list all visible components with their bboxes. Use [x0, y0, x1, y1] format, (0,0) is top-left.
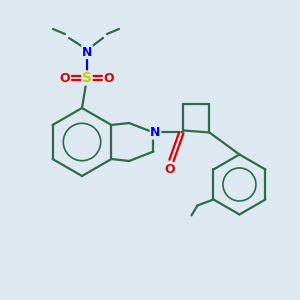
- Text: O: O: [60, 71, 70, 85]
- Text: S: S: [82, 71, 92, 85]
- Text: O: O: [104, 71, 114, 85]
- Text: N: N: [150, 126, 161, 139]
- Text: N: N: [82, 46, 92, 59]
- Text: O: O: [164, 163, 175, 176]
